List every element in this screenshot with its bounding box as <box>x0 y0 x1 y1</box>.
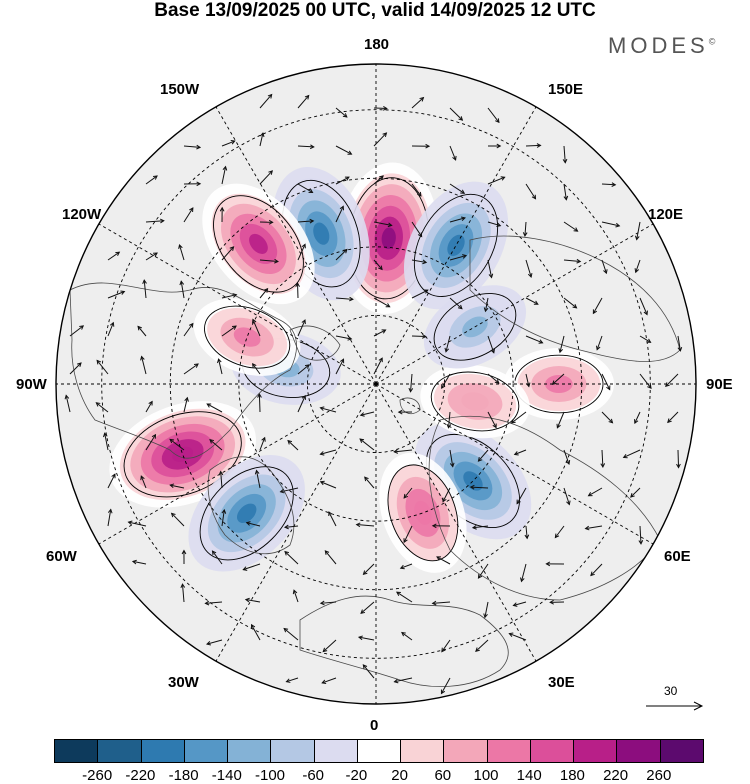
colorbar-tick-label: -220 <box>125 767 155 784</box>
colorbar-tick-label: 100 <box>473 767 498 784</box>
colorbar-swatch <box>574 740 617 762</box>
lon-label-90w: 90W <box>16 376 47 393</box>
colorbar-swatch <box>228 740 271 762</box>
lon-label-30w: 30W <box>168 674 199 691</box>
colorbar-tick-label: 220 <box>603 767 628 784</box>
colorbar-swatch <box>358 740 401 762</box>
colorbar-swatch <box>142 740 185 762</box>
lon-label-120w: 120W <box>62 206 101 223</box>
lon-label-60e: 60E <box>664 548 691 565</box>
lon-label-90e: 90E <box>706 376 733 393</box>
colorbar-swatch <box>488 740 531 762</box>
colorbar-tick-label: 140 <box>517 767 542 784</box>
colorbar-tick-label: -140 <box>212 767 242 784</box>
colorbar <box>54 739 704 763</box>
lon-label-180: 180 <box>364 36 389 53</box>
reference-vector-arrow <box>644 684 704 714</box>
colorbar-swatch <box>271 740 314 762</box>
colorbar-tick-label: 20 <box>391 767 408 784</box>
colorbar-tick-label: 60 <box>434 767 451 784</box>
lon-label-30e: 30E <box>548 674 575 691</box>
lon-label-150w: 150W <box>160 81 199 98</box>
colorbar-tick-label: 260 <box>646 767 671 784</box>
colorbar-swatch <box>401 740 444 762</box>
lon-label-60w: 60W <box>46 548 77 565</box>
colorbar-swatch <box>531 740 574 762</box>
lon-label-0: 0 <box>370 717 378 734</box>
colorbar-swatch <box>661 740 703 762</box>
colorbar-swatch <box>315 740 358 762</box>
colorbar-swatch <box>444 740 487 762</box>
colorbar-tick-label: -20 <box>346 767 368 784</box>
colorbar-swatch <box>617 740 660 762</box>
colorbar-swatch <box>185 740 228 762</box>
colorbar-swatch <box>98 740 141 762</box>
colorbar-tick-label: -60 <box>302 767 324 784</box>
colorbar-tick-label: -260 <box>82 767 112 784</box>
lon-label-120e: 120E <box>648 206 683 223</box>
colorbar-tick-label: 180 <box>560 767 585 784</box>
lon-label-150e: 150E <box>548 81 583 98</box>
colorbar-tick-label: -180 <box>169 767 199 784</box>
colorbar-tick-label: -100 <box>255 767 285 784</box>
colorbar-swatch <box>55 740 98 762</box>
